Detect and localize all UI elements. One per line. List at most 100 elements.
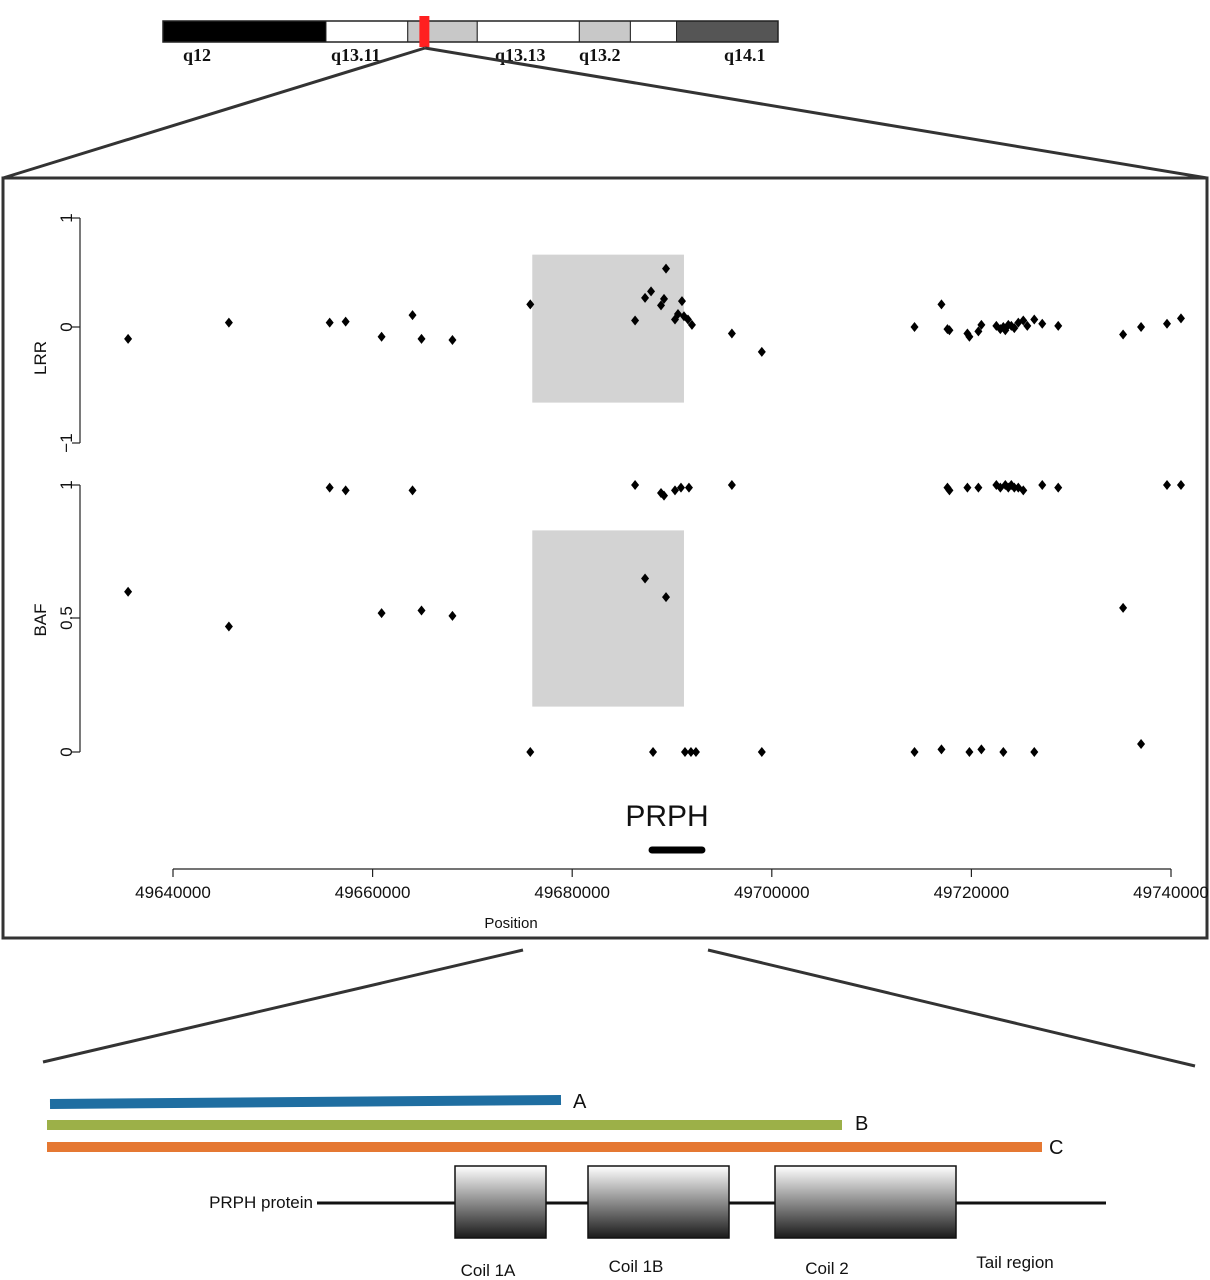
ideogram-band — [407, 20, 478, 43]
highlight-regions — [532, 254, 684, 707]
lrr-data-point — [660, 293, 669, 304]
baf-data-point — [224, 621, 233, 632]
lrr-data-point — [641, 292, 650, 303]
ideogram-band — [325, 20, 409, 43]
lrr-data-point — [657, 300, 666, 311]
lrr-data-point — [662, 263, 671, 274]
protein-label: PRPH protein — [209, 1193, 313, 1212]
lrr-data-point — [974, 326, 983, 337]
ideogram-outline — [162, 20, 779, 43]
isoform-label-c: C — [1049, 1137, 1063, 1159]
baf-data-point — [999, 747, 1008, 757]
isoform-label-b: B — [855, 1113, 868, 1135]
baf-data-point — [526, 747, 535, 757]
coil-1b-domain — [587, 1165, 730, 1239]
lrr-data-point — [965, 331, 974, 342]
baf-data-point — [1176, 480, 1185, 490]
baf-data-point — [124, 586, 133, 597]
x-tick-label: 49720000 — [934, 883, 1010, 902]
band-label-q14-1: q14.1 — [724, 45, 766, 65]
lrr-data-point — [417, 333, 426, 344]
lrr-data-point — [1030, 314, 1039, 325]
x-axis: 49640000 49660000 49680000 49700000 49720000… — [135, 868, 1209, 902]
baf-data-point — [680, 747, 689, 757]
baf-data-point — [1119, 602, 1128, 613]
lrr-data-point — [977, 319, 986, 330]
lrr-data-point — [1137, 322, 1146, 332]
lrr-data-point — [1010, 323, 1019, 334]
lrr-tick-label: 1 — [57, 213, 76, 222]
x-tick-label: 49660000 — [335, 883, 411, 902]
ideogram-band — [629, 20, 678, 43]
lrr-data-point — [448, 334, 457, 345]
baf-data-point — [676, 482, 685, 493]
lrr-data-point — [937, 299, 946, 310]
x-tick-label: 49640000 — [135, 883, 211, 902]
baf-data-point — [963, 482, 972, 493]
lrr-data-point — [1054, 320, 1063, 331]
ideogram-band — [162, 20, 327, 43]
lrr-data-point — [910, 322, 919, 332]
baf-data-point — [974, 482, 983, 493]
coil-2-label: Coil 2 — [805, 1259, 848, 1278]
baf-data-point — [757, 747, 766, 757]
lrr-data-point — [1019, 315, 1028, 326]
lrr-data-point — [224, 317, 233, 328]
baf-highlight-region — [532, 530, 684, 707]
x-tick-label: 49700000 — [734, 883, 810, 902]
lrr-data-point — [945, 325, 954, 336]
lrr-data-point — [341, 316, 350, 327]
lrr-data-point — [1023, 320, 1032, 331]
ideogram-band — [676, 20, 779, 43]
baf-data-point — [910, 747, 919, 757]
coil-1b-label: Coil 1B — [609, 1257, 664, 1276]
band-label-q13-11: q13.11 — [331, 45, 381, 65]
baf-data-point — [631, 480, 640, 490]
zoom-line-left-lower — [42, 948, 524, 1064]
baf-data-point — [727, 480, 736, 490]
baf-data-point — [670, 485, 679, 496]
lrr-data-point — [647, 286, 656, 297]
lrr-data-point — [757, 346, 766, 357]
band-label-q13-2: q13.2 — [579, 45, 621, 65]
chromosome-ideogram — [162, 16, 779, 47]
baf-data-point — [691, 747, 700, 757]
baf-data-point — [1038, 480, 1047, 490]
baf-data-point — [965, 747, 974, 757]
zoom-line-right-lower — [707, 948, 1196, 1068]
baf-tick-label: 0 — [57, 747, 76, 756]
lrr-data-point — [1119, 329, 1128, 340]
baf-data-point — [1137, 738, 1146, 749]
baf-data-point — [408, 485, 417, 496]
lrr-axis-label: LRR — [31, 341, 50, 375]
band-label-q12: q12 — [183, 45, 211, 65]
baf-data-point — [377, 608, 386, 619]
lrr-tick-label: −1 — [57, 433, 76, 452]
coil-1a-label: Coil 1A — [461, 1261, 516, 1280]
tail-region-label: Tail region — [976, 1253, 1054, 1272]
lrr-data-point — [1038, 318, 1047, 329]
lrr-data-point — [124, 333, 133, 344]
lrr-data-point — [325, 317, 334, 328]
coil-1a-domain — [454, 1165, 547, 1239]
baf-axis-label: BAF — [31, 603, 50, 636]
baf-data-point — [660, 490, 669, 501]
baf-data-point — [325, 482, 334, 493]
ideogram-band — [578, 20, 631, 43]
isoform-bar-a — [49, 1095, 562, 1109]
lrr-data-point — [687, 319, 696, 330]
baf-data-point — [649, 747, 658, 757]
zoom-line-right — [424, 46, 1208, 180]
baf-data-point — [341, 485, 350, 496]
baf-data-point — [641, 573, 650, 584]
data-points — [124, 263, 1185, 757]
x-tick-label: 49740000 — [1133, 883, 1209, 902]
lrr-data-point — [526, 299, 535, 310]
lrr-data-point — [408, 310, 417, 321]
lrr-data-point — [673, 309, 682, 320]
baf-data-point — [937, 744, 946, 755]
lrr-data-point — [677, 296, 686, 307]
baf-data-point — [662, 592, 671, 603]
lrr-data-point — [1176, 313, 1185, 324]
lrr-tick-label: 0 — [57, 322, 76, 331]
